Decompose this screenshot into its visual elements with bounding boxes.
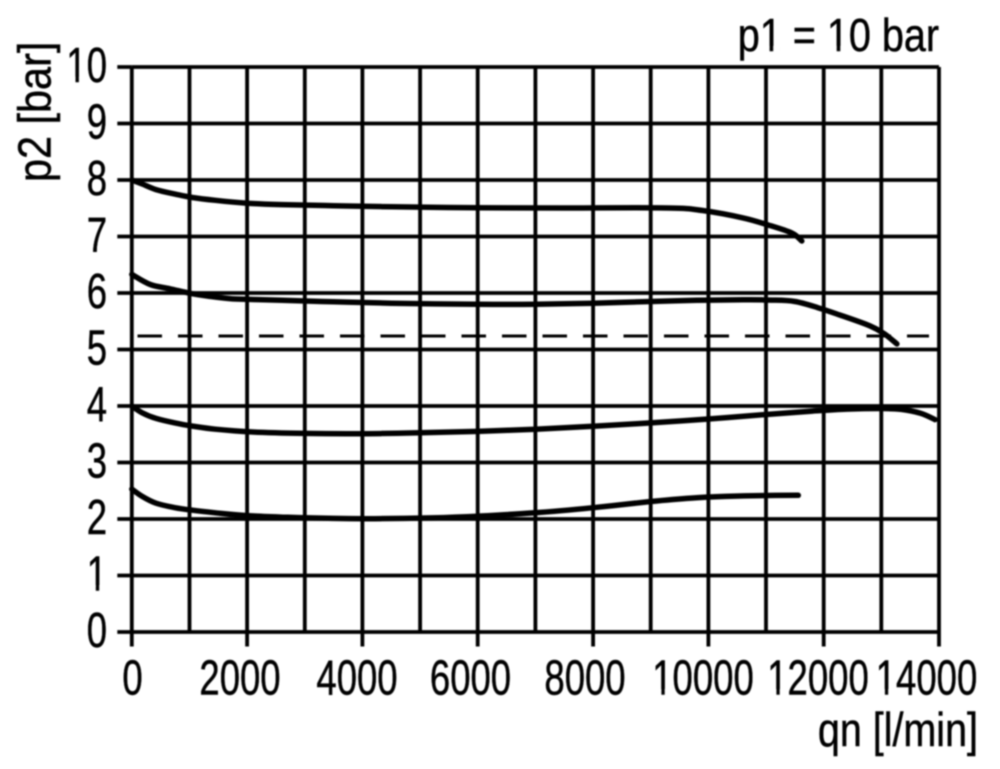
svg-text:4: 4	[87, 378, 107, 432]
svg-text:2000: 2000	[199, 651, 280, 705]
svg-text:8000: 8000	[544, 651, 625, 705]
svg-text:7: 7	[87, 208, 107, 262]
svg-text:14000: 14000	[876, 651, 977, 705]
svg-text:qn [l/min]: qn [l/min]	[818, 705, 978, 757]
svg-text:0: 0	[87, 604, 107, 658]
svg-text:6: 6	[87, 265, 107, 319]
svg-text:9: 9	[87, 95, 107, 149]
svg-text:2: 2	[87, 491, 107, 545]
svg-text:10: 10	[66, 39, 107, 93]
svg-text:3: 3	[87, 434, 107, 488]
svg-text:8: 8	[87, 152, 107, 206]
svg-text:4000: 4000	[316, 651, 397, 705]
svg-text:5: 5	[87, 321, 107, 375]
svg-text:6000: 6000	[430, 651, 511, 705]
svg-text:0: 0	[122, 651, 142, 705]
svg-text:10000: 10000	[652, 651, 753, 705]
svg-text:p2 [bar]: p2 [bar]	[10, 42, 62, 182]
svg-text:12000: 12000	[767, 651, 868, 705]
svg-text:1: 1	[87, 547, 107, 601]
svg-text:p1 = 10 bar: p1 = 10 bar	[738, 10, 939, 61]
